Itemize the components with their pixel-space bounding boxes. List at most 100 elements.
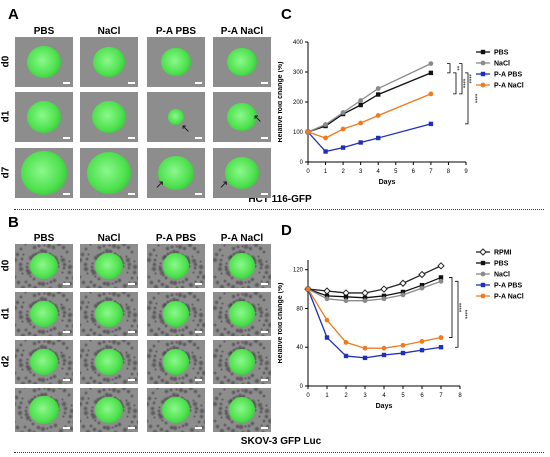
data-point: [323, 135, 328, 141]
spheroid-gfp: [30, 348, 58, 376]
y-tick-label: 200: [293, 100, 304, 106]
panel-b-letter: B: [8, 214, 19, 231]
scale-bar: [261, 427, 268, 429]
y-tick-label: 40: [296, 345, 303, 351]
data-point: [324, 293, 330, 299]
spheroid-gfp: [162, 396, 190, 424]
data-point: [428, 61, 434, 66]
y-axis-label: Relative fold change (%): [278, 283, 284, 364]
spheroid-gfp: [93, 46, 125, 78]
panel_a-image-tile: [80, 37, 138, 87]
panel_b-image-tile: [147, 340, 205, 384]
series-line: [307, 63, 432, 133]
scale-bar: [261, 137, 268, 139]
series-line: [307, 288, 442, 359]
scale-bar: [63, 379, 70, 381]
panel_a-column-label: P-A NaCl: [220, 26, 264, 37]
significance-label: ****: [461, 310, 467, 320]
scale-bar: [63, 82, 70, 84]
data-point: [400, 292, 406, 298]
scale-bar: [195, 137, 202, 139]
data-point: [428, 91, 434, 97]
x-tick-label: 9: [464, 169, 468, 175]
data-point: [343, 353, 349, 359]
legend-marker: [480, 60, 486, 66]
y-tick-label: 0: [300, 384, 304, 390]
x-tick-label: 1: [325, 393, 329, 399]
spheroid-gfp: [228, 301, 256, 327]
panel_b-image-tile: [80, 292, 138, 336]
data-point: [376, 92, 381, 97]
spheroid-gfp: [225, 156, 259, 190]
panel-d-letter: D: [281, 222, 292, 239]
data-point: [362, 355, 368, 361]
data-point: [419, 283, 425, 288]
data-point: [438, 345, 444, 350]
data-point: [362, 298, 368, 304]
spheroid-gfp: [27, 100, 61, 134]
panel-b-divider: [14, 452, 544, 453]
panel_a-image-tile: [213, 37, 271, 87]
panel_a-image-tile: [147, 37, 205, 87]
significance-label: **: [453, 66, 459, 71]
scale-bar: [63, 331, 70, 333]
panel_b-image-tile: [80, 388, 138, 432]
data-point: [343, 294, 349, 300]
spheroid-gfp: [227, 47, 257, 77]
data-point: [324, 335, 330, 340]
spheroid-gfp: [95, 348, 123, 376]
scale-bar: [195, 283, 202, 285]
data-point: [400, 350, 406, 356]
data-point: [323, 149, 328, 154]
arrow-icon: ↗: [219, 179, 229, 191]
x-tick-label: 8: [458, 393, 462, 399]
scale-bar: [261, 82, 268, 84]
panel_a-column-label: P-A PBS: [155, 26, 197, 37]
legend-marker: [479, 248, 487, 256]
legend-marker: [480, 271, 486, 277]
x-tick-label: 7: [439, 393, 443, 399]
x-tick-label: 3: [359, 169, 363, 175]
spheroid-gfp: [162, 301, 190, 327]
panel_a-image-tile: ↗: [213, 148, 271, 198]
x-tick-label: 4: [382, 393, 386, 399]
data-point: [358, 102, 363, 108]
series-line: [307, 72, 432, 133]
panel-c-chart: 0 1 2 3 4 5 6 7 8 9 0 100 200 300 400 Days Relative fold…: [278, 40, 524, 186]
panel_b-image-tile: [213, 292, 271, 336]
data-point: [428, 121, 434, 127]
panel_b-row-label: d2: [0, 355, 12, 368]
spheroid-gfp: [30, 300, 58, 328]
panel-a-divider: [14, 209, 544, 210]
x-axis-label: Days: [376, 403, 393, 410]
legend-label: P-A PBS: [494, 72, 522, 79]
data-point: [324, 317, 330, 323]
panel_b-column-label: P-A NaCl: [220, 233, 264, 244]
scale-bar: [63, 283, 70, 285]
scale-bar: [128, 82, 135, 84]
scale-bar: [261, 379, 268, 381]
panel-c-letter: C: [281, 6, 292, 23]
x-tick-label: 4: [377, 169, 381, 175]
y-tick-label: 100: [293, 130, 304, 136]
scale-bar: [128, 193, 135, 195]
scale-bar: [128, 379, 135, 381]
data-point: [428, 70, 434, 76]
spheroid-gfp: [29, 396, 59, 424]
scale-bar: [261, 283, 268, 285]
panel_b-image-tile: [147, 388, 205, 432]
panel_a-image-tile: ↖: [213, 92, 271, 142]
scale-bar: [195, 193, 202, 195]
significance-label: ****: [471, 94, 477, 104]
data-point: [362, 345, 368, 351]
panel_b-image-tile: [147, 244, 205, 288]
scale-bar: [261, 331, 268, 333]
x-tick-label: 1: [324, 169, 328, 175]
scale-bar: [128, 283, 135, 285]
x-tick-label: 6: [412, 169, 416, 175]
data-point: [380, 285, 388, 293]
x-tick-label: 3: [363, 393, 367, 399]
arrow-icon: ↖: [253, 113, 263, 125]
panel_b-image-tile: [15, 292, 73, 336]
